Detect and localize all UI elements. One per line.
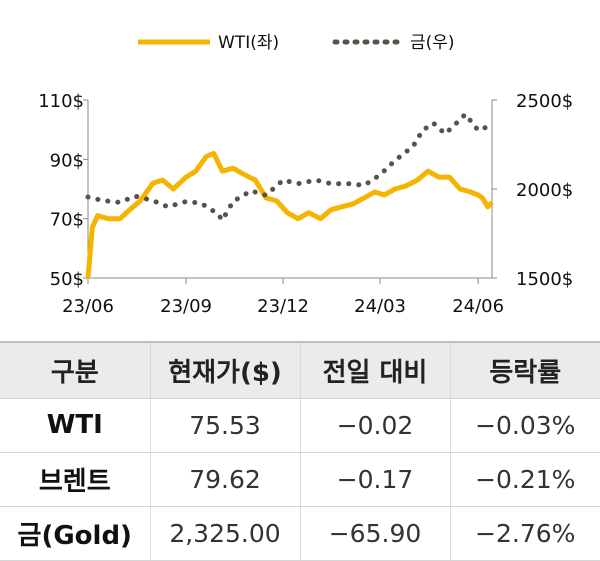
oil-gold-price-chart: WTI(좌) 금(우) 50$ 70$ 90$ 110$ 1500$ 2000$ 2500$… <box>38 33 573 317</box>
chart-series <box>85 110 495 279</box>
change-rate-cell: −0.03% <box>449 398 600 452</box>
header-change: 전일 대비 <box>299 342 450 398</box>
table-row: 브렌트 79.62 −0.17 −0.21% <box>0 452 600 506</box>
x-tick-label: 24/06 <box>452 296 504 317</box>
change-cell: −65.90 <box>299 506 450 560</box>
header-change-rate: 등락률 <box>449 342 600 398</box>
current-price-cell: 79.62 <box>149 452 300 506</box>
table-row: 금(Gold) 2,325.00 −65.90 −2.76% <box>0 506 600 560</box>
gold-line <box>85 110 495 225</box>
change-rate-cell: −2.76% <box>449 506 600 560</box>
header-category: 구분 <box>50 357 99 388</box>
change-cell: −0.02 <box>299 398 450 452</box>
chart-legend: WTI(좌) 금(우) <box>138 33 455 53</box>
wti-line <box>85 150 494 279</box>
right-y-tick-label: 2500$ <box>516 91 573 112</box>
legend-wti-label: WTI(좌) <box>218 33 279 53</box>
chart-tick-labels: 50$ 70$ 90$ 110$ 1500$ 2000$ 2500$ 23/06 23/09 23… <box>38 91 573 317</box>
x-tick-label: 23/09 <box>160 296 212 317</box>
row-label: 금(Gold) <box>17 520 132 551</box>
left-y-tick-label: 50$ <box>50 269 84 290</box>
change-cell: −0.17 <box>299 452 450 506</box>
left-y-tick-label: 70$ <box>50 210 84 231</box>
right-y-tick-label: 1500$ <box>516 269 573 290</box>
right-y-tick-label: 2000$ <box>516 180 573 201</box>
current-price-cell: 2,325.00 <box>149 506 300 560</box>
current-price-cell: 75.53 <box>149 398 300 452</box>
header-current-price: 현재가($) <box>149 342 300 398</box>
x-tick-label: 24/03 <box>354 296 406 317</box>
price-table-container: 구분 현재가($) 전일 대비 등락률 WTI 75.53 −0.02 −0.0… <box>0 341 600 561</box>
legend-gold-label: 금(우) <box>410 33 455 53</box>
left-y-tick-label: 90$ <box>50 150 84 171</box>
x-tick-label: 23/06 <box>62 296 114 317</box>
left-y-tick-label: 110$ <box>38 91 84 112</box>
row-label: WTI <box>46 410 103 440</box>
table-row: WTI 75.53 −0.02 −0.03% <box>0 398 600 452</box>
x-tick-label: 23/12 <box>257 296 309 317</box>
row-label: 브렌트 <box>38 466 111 497</box>
change-rate-cell: −0.21% <box>449 452 600 506</box>
table-header-row: 구분 현재가($) 전일 대비 등락률 <box>0 342 600 398</box>
price-table: 구분 현재가($) 전일 대비 등락률 WTI 75.53 −0.02 −0.0… <box>0 341 600 561</box>
